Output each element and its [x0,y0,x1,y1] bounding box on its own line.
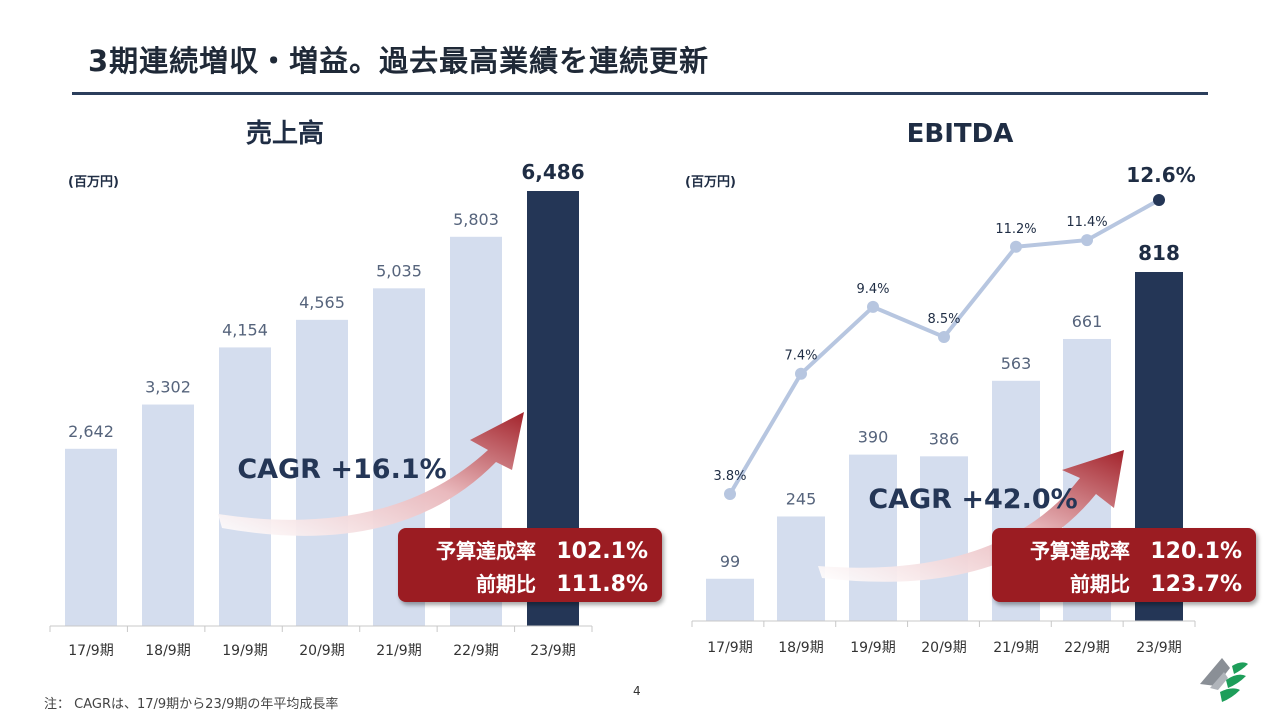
margin-label: 7.4% [784,349,817,364]
margin-point [1010,240,1022,253]
bar [920,456,968,621]
callout-value: 111.8% [556,572,648,597]
category-label: 18/9期 [778,640,823,656]
cagr-arrow [218,412,524,536]
category-label: 22/9期 [1064,640,1109,656]
bar [219,347,271,626]
margin-point [938,330,950,343]
margin-label: 12.6% [1126,163,1195,187]
margin-point [867,300,879,313]
callout-value: 123.7% [1150,572,1242,597]
callout-label: 予算達成率 [436,539,536,563]
page-title: 3期連続増収・増益。過去最高業績を連続更新 [88,44,710,78]
category-label: 17/9期 [707,640,752,656]
bar-value-label: 390 [858,428,889,447]
margin-label: 11.2% [995,222,1036,237]
title-divider [72,92,1208,95]
margin-label: 8.5% [927,312,960,327]
callout-value: 102.1% [556,539,648,564]
sales-chart: 売上高 (百万円) 2,642 17/9期 3,302 18/9期 4,154 19/9期 4,… [49,118,662,659]
margin-point [724,488,736,500]
bar [65,448,117,626]
cagr-label: CAGR +16.1% [237,454,446,485]
company-logo-icon [1200,658,1248,702]
unit-label: (百万円) [685,175,736,190]
bar [142,404,194,626]
footnote: 注： CAGRは、17/9期から23/9期の年平均成長率 [44,697,339,712]
page-number: 4 [633,684,641,698]
category-label: 21/9期 [993,640,1038,656]
callout-label: 予算達成率 [1030,539,1130,563]
category-label: 17/9期 [68,643,113,659]
bar [296,319,348,626]
margin-label: 3.8% [713,469,746,484]
bar-value-label: 5,035 [376,261,422,280]
ebitda-chart: EBITDA (百万円) 99 17/9期 245 18/9期 390 19/9期 386 20/… [685,119,1256,656]
bar-value-label: 5,803 [453,210,499,229]
callout-label: 前期比 [476,572,536,596]
callout-background [992,528,1256,602]
bar-value-label: 4,154 [222,320,268,339]
bar-value-label: 99 [720,552,740,571]
callout-background [398,528,662,602]
category-label: 19/9期 [850,640,895,656]
callout-value: 120.1% [1150,539,1242,564]
chart-title: 売上高 [246,118,324,149]
category-label: 23/9期 [530,643,575,659]
bar [849,454,897,621]
margin-point [1081,234,1093,247]
bar [706,578,754,621]
margin-point [1153,194,1165,206]
bar-value-label: 3,302 [145,378,191,397]
bar [777,516,825,621]
bar-value-label: 245 [786,489,817,508]
category-label: 19/9期 [222,643,267,659]
margin-label: 9.4% [856,282,889,297]
category-label: 22/9期 [453,643,498,659]
category-label: 18/9期 [145,643,190,659]
margin-point [795,367,807,380]
callout-label: 前期比 [1070,572,1130,596]
cagr-arrow [818,450,1124,582]
bar-value-label: 563 [1001,354,1032,373]
bar-value-label: 2,642 [68,422,114,441]
category-label: 21/9期 [376,643,421,659]
bar-value-label: 818 [1138,241,1180,265]
callout-box: 予算達成率 102.1% 前期比 111.8% [398,528,662,602]
bar-value-label: 4,565 [299,293,345,312]
bar-value-label: 661 [1072,312,1103,331]
category-label: 20/9期 [299,643,344,659]
category-label: 20/9期 [921,640,966,656]
callout-box: 予算達成率 120.1% 前期比 123.7% [992,528,1256,602]
bar-value-label: 6,486 [521,160,584,184]
chart-title: EBITDA [907,119,1014,149]
category-label: 23/9期 [1136,640,1181,656]
cagr-label: CAGR +42.0% [868,484,1077,515]
margin-label: 11.4% [1066,215,1107,230]
unit-label: (百万円) [68,175,119,190]
bar-value-label: 386 [929,429,960,448]
